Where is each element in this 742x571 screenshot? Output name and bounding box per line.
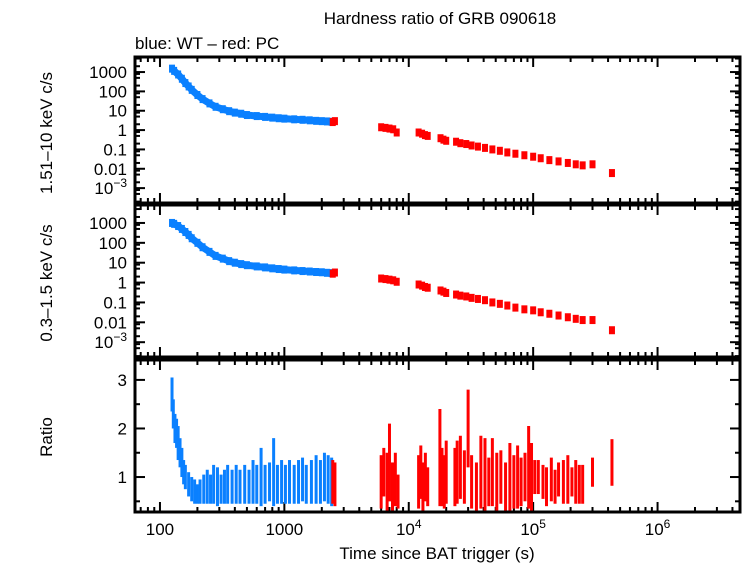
panel-frame bbox=[133, 203, 742, 359]
data-point-pc bbox=[512, 149, 519, 158]
data-point-pc bbox=[378, 274, 385, 283]
data-point-pc bbox=[474, 142, 481, 151]
x-tick-label: 100 bbox=[146, 520, 174, 539]
data-point-pc bbox=[589, 160, 596, 169]
data-point-pc bbox=[564, 313, 571, 322]
data-point-pc bbox=[537, 308, 544, 317]
data-point-pc bbox=[481, 296, 488, 305]
chart-subtitle: blue: WT – red: PC bbox=[135, 34, 279, 53]
data-point-pc bbox=[530, 306, 537, 315]
data-point-pc bbox=[555, 157, 562, 166]
data-point-pc bbox=[589, 316, 596, 325]
data-point-pc bbox=[382, 275, 389, 284]
y-axis-label-hard: 1.51–10 keV c/s bbox=[37, 72, 56, 194]
data-point-pc bbox=[390, 125, 397, 134]
data-point-pc bbox=[378, 123, 385, 132]
chart-title: Hardness ratio of GRB 090618 bbox=[324, 9, 556, 28]
data-point-pc bbox=[443, 288, 450, 297]
y-tick-label: 1000 bbox=[89, 63, 127, 82]
data-point-pc bbox=[489, 298, 496, 307]
data-point-pc bbox=[504, 148, 511, 157]
data-point-pc bbox=[474, 294, 481, 303]
y-tick-label: 0.1 bbox=[103, 140, 127, 159]
data-point-pc bbox=[512, 303, 519, 312]
data-point-pc bbox=[453, 137, 460, 146]
data-point-pc bbox=[382, 123, 389, 132]
panel-frame bbox=[133, 358, 742, 514]
panel-frame bbox=[133, 55, 742, 205]
data-point-pc bbox=[457, 139, 464, 148]
y-tick-label: 0.01 bbox=[94, 313, 127, 332]
data-point-pc bbox=[572, 314, 579, 323]
data-point-pc bbox=[415, 280, 422, 289]
y-tick-label: 1 bbox=[118, 274, 127, 293]
data-point-pc bbox=[457, 291, 464, 300]
y-tick-label: 100 bbox=[99, 234, 127, 253]
data-point-pc bbox=[530, 152, 537, 161]
data-point-pc bbox=[546, 156, 553, 165]
data-point-pc bbox=[489, 145, 496, 154]
y-tick-label: 100 bbox=[99, 82, 127, 101]
y-tick-label: 10 bbox=[108, 102, 127, 121]
y-tick-label: 1000 bbox=[89, 214, 127, 233]
data-point-pc bbox=[537, 154, 544, 163]
y-tick-label: 1 bbox=[118, 121, 127, 140]
data-point-pc bbox=[555, 311, 562, 320]
y-tick-label: 0.1 bbox=[103, 293, 127, 312]
data-point-pc bbox=[579, 161, 586, 170]
x-tick-label: 105 bbox=[520, 517, 546, 539]
data-point-pc bbox=[393, 128, 400, 137]
data-point-pc bbox=[579, 316, 586, 325]
data-point-pc bbox=[521, 305, 528, 314]
x-tick-label: 1000 bbox=[265, 520, 303, 539]
data-point-pc bbox=[463, 292, 470, 301]
y-tick-label: 0.01 bbox=[94, 160, 127, 179]
data-point-pc bbox=[331, 268, 338, 277]
y-tick-label: 10−3 bbox=[94, 330, 127, 352]
y-axis-label-soft: 0.3–1.5 keV c/s bbox=[37, 224, 56, 341]
data-point-pc bbox=[481, 143, 488, 152]
y-tick-label: 2 bbox=[118, 419, 127, 438]
x-axis-label: Time since BAT trigger (s) bbox=[339, 544, 534, 563]
data-point-pc bbox=[572, 160, 579, 169]
data-point-pc bbox=[331, 117, 338, 126]
data-point-pc bbox=[564, 158, 571, 167]
data-point-pc bbox=[468, 141, 475, 150]
data-trace-wt bbox=[170, 219, 332, 277]
y-tick-label: 10 bbox=[108, 254, 127, 273]
data-point-pc bbox=[496, 299, 503, 308]
data-point-pc bbox=[608, 169, 615, 178]
y-tick-label: 3 bbox=[118, 371, 127, 390]
y-tick-label: 10−3 bbox=[94, 176, 127, 198]
x-tick-label: 106 bbox=[645, 517, 671, 539]
data-trace-wt bbox=[169, 66, 332, 126]
data-point-pc bbox=[415, 128, 422, 137]
data-point-pc bbox=[424, 283, 431, 292]
y-axis-label-ratio: Ratio bbox=[37, 417, 56, 457]
data-point-pc bbox=[386, 124, 393, 133]
data-point-pc bbox=[390, 276, 397, 285]
data-point-pc bbox=[504, 301, 511, 310]
data-point-pc bbox=[424, 131, 431, 140]
data-point-pc bbox=[496, 146, 503, 155]
data-point-pc bbox=[463, 140, 470, 149]
data-point-pc bbox=[443, 136, 450, 145]
data-point-pc bbox=[386, 275, 393, 284]
data-point-pc bbox=[393, 277, 400, 286]
data-point-pc bbox=[521, 151, 528, 160]
data-point-pc bbox=[453, 290, 460, 299]
y-tick-label: 1 bbox=[118, 468, 127, 487]
data-point-pc bbox=[608, 326, 615, 335]
data-point-pc bbox=[468, 293, 475, 302]
data-point-pc bbox=[546, 309, 553, 318]
x-tick-label: 104 bbox=[396, 517, 422, 539]
